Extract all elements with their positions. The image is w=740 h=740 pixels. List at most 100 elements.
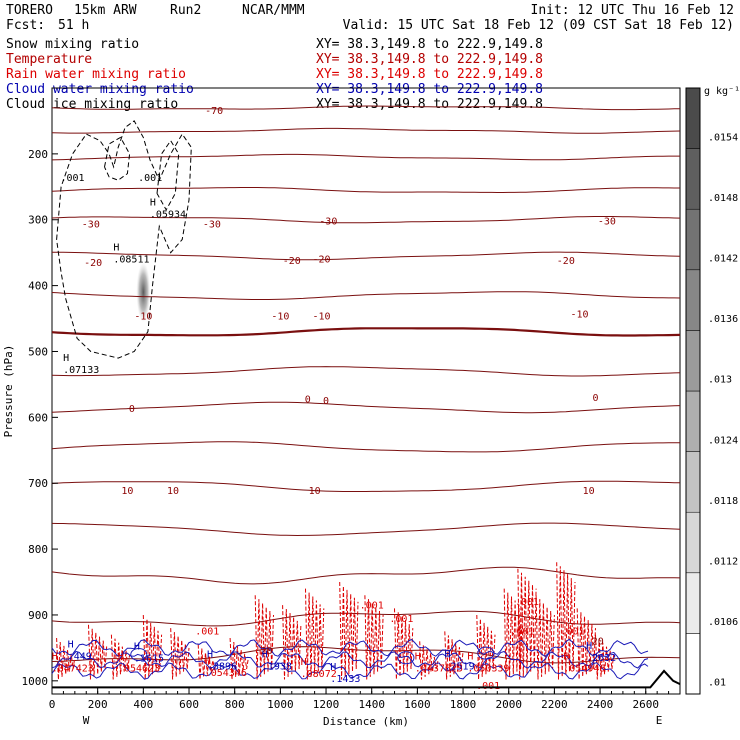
maximum-value: .054623 bbox=[118, 663, 160, 674]
isotherm-20 bbox=[51, 401, 681, 414]
maximum-4: H.047423 bbox=[52, 651, 94, 674]
maximum-h-marker: H bbox=[330, 662, 336, 673]
maximum-value: .1615 bbox=[134, 653, 164, 664]
temperature-label-4: -30 bbox=[319, 217, 337, 228]
model-name: TORERO bbox=[6, 3, 53, 18]
maximum-h-marker: H bbox=[262, 649, 268, 660]
colorbar-tick-label: .0118 bbox=[708, 496, 738, 507]
rain-contour-10 bbox=[305, 588, 325, 680]
rain-contour-5 bbox=[170, 628, 190, 680]
rain-label-1: .001 bbox=[195, 626, 219, 637]
temperature-label-3: -30 bbox=[203, 219, 221, 230]
colorbar-segment-8 bbox=[685, 208, 701, 271]
temperature-label-1: -70 bbox=[205, 106, 223, 117]
maximum-5: H.054623 bbox=[118, 651, 160, 674]
maximum-1: H.05934 bbox=[150, 197, 186, 220]
y-tick-label: 700 bbox=[28, 477, 48, 490]
maximum-h-marker: H bbox=[207, 649, 213, 660]
snow-label-2: .001 bbox=[138, 173, 162, 184]
snow-contours bbox=[56, 120, 192, 359]
maximum-6: H.054346 bbox=[205, 656, 247, 679]
maximum-value: .2519 bbox=[444, 661, 474, 672]
x-tick-label: 400 bbox=[133, 698, 153, 711]
isotherm-m30 bbox=[51, 216, 681, 224]
rain-contour-14 bbox=[419, 641, 439, 680]
temperature-contours bbox=[51, 105, 681, 664]
rain-contour-9 bbox=[282, 605, 302, 680]
model-resolution: 15km ARW bbox=[74, 3, 137, 18]
colorbar-segment-1 bbox=[685, 633, 701, 695]
temperature-label-19: 10 bbox=[167, 486, 179, 497]
cloud-water-contours bbox=[51, 638, 649, 680]
temperature-label-10: -10 bbox=[134, 312, 152, 323]
x-tick-label: 1600 bbox=[404, 698, 431, 711]
maximum-value: .08072 bbox=[301, 669, 337, 680]
maximum-value: .08511 bbox=[113, 254, 149, 265]
contour-labels: -70 -30 -30 -30 -30 -20 -20 -20 -20 -10 -10 -10 -10 0… bbox=[52, 106, 616, 692]
maximum-value: .0437625 bbox=[415, 663, 463, 674]
colorbar-tick-label: .013 bbox=[708, 375, 732, 386]
maximum-3: H.07133 bbox=[63, 353, 99, 376]
isotherm-m70 bbox=[51, 105, 681, 111]
maximum-value: .054346 bbox=[205, 668, 247, 679]
cloud-water-contour-2 bbox=[51, 650, 649, 669]
colorbar-unit: g kg⁻¹ bbox=[704, 86, 740, 97]
rain-contour-19 bbox=[535, 595, 555, 680]
field-xy-rain: XY= 38.3,149.8 to 222.9,149.8 bbox=[316, 67, 543, 82]
rain-contour-12 bbox=[364, 595, 384, 680]
rain-contour-21 bbox=[576, 608, 596, 680]
field-name-temperature: Temperature bbox=[6, 52, 92, 67]
temperature-label-14: 0 bbox=[129, 404, 135, 415]
cloud-water-contour-3 bbox=[51, 662, 649, 680]
x-axis: 0 200 400 600 800 1000 1200 1400 1600 1800 2000 220… bbox=[49, 688, 681, 711]
isotherm-60 bbox=[51, 566, 681, 585]
maximum-h-marker: H bbox=[563, 651, 569, 662]
field-xy-cloud-water: XY= 38.3,149.8 to 222.9,149.8 bbox=[316, 82, 543, 97]
field-legend: Snow mixing ratio XY= 38.3,149.8 to 222.… bbox=[6, 37, 543, 112]
x-axis-east-label: E bbox=[656, 714, 663, 727]
x-tick-label: 200 bbox=[88, 698, 108, 711]
colorbar-tick-label: .0148 bbox=[708, 193, 738, 204]
maximum-13: H.3896 bbox=[207, 649, 237, 672]
isotherm-m40 bbox=[51, 187, 680, 193]
maximum-value: .1433 bbox=[330, 674, 360, 685]
colorbar-segment-10 bbox=[685, 87, 701, 149]
maximum-h-marker: H bbox=[467, 651, 473, 662]
isotherm-50 bbox=[51, 522, 681, 537]
colorbar-segment-7 bbox=[685, 269, 701, 331]
center-label: NCAR/MMM bbox=[242, 3, 305, 18]
temperature-label-2: -30 bbox=[82, 219, 100, 230]
colorbar-segment-5 bbox=[685, 390, 701, 452]
rain-contour-20 bbox=[556, 562, 576, 680]
x-tick-label: 2600 bbox=[632, 698, 659, 711]
field-name-cloud-ice: Cloud ice mixing ratio bbox=[6, 97, 178, 112]
x-axis-west-label: W bbox=[83, 714, 90, 727]
snow-contour-3 bbox=[156, 139, 180, 211]
maximum-h-marker: H bbox=[118, 651, 124, 662]
maximum-value: .449 bbox=[68, 651, 92, 662]
isotherm-70 bbox=[51, 610, 681, 627]
colorbar-segment-6 bbox=[685, 330, 701, 392]
terrain-line bbox=[52, 669, 681, 689]
rain-label-3: .001 bbox=[389, 614, 413, 625]
x-tick-label: 2000 bbox=[495, 698, 522, 711]
temperature-label-9: -20 bbox=[557, 256, 575, 267]
maximum-h-marker: H bbox=[52, 651, 58, 662]
rain-contour-13 bbox=[394, 608, 414, 680]
maximum-h-marker: H bbox=[415, 651, 421, 662]
temperature-label-20: 10 bbox=[309, 486, 321, 497]
maximum-h-marker: H bbox=[63, 353, 69, 364]
field-name-cloud-water: Cloud water mixing ratio bbox=[6, 82, 194, 97]
valid-time: Valid: 15 UTC Sat 18 Feb 12 (09 CST Sat … bbox=[343, 18, 734, 33]
maximum-value: .047423 bbox=[52, 663, 94, 674]
colorbar-tick-label: .01 bbox=[708, 678, 726, 689]
x-tick-label: 2400 bbox=[587, 698, 614, 711]
rain-contour-11 bbox=[339, 581, 359, 680]
x-axis-label: Distance (km) bbox=[323, 715, 409, 728]
rain-contour-16 bbox=[476, 614, 496, 680]
rain-contour-4 bbox=[142, 614, 163, 680]
colorbar-segment-3 bbox=[685, 511, 701, 574]
maximum-14: H.1938 bbox=[262, 649, 292, 672]
temperature-label-15: 0 bbox=[305, 395, 311, 406]
